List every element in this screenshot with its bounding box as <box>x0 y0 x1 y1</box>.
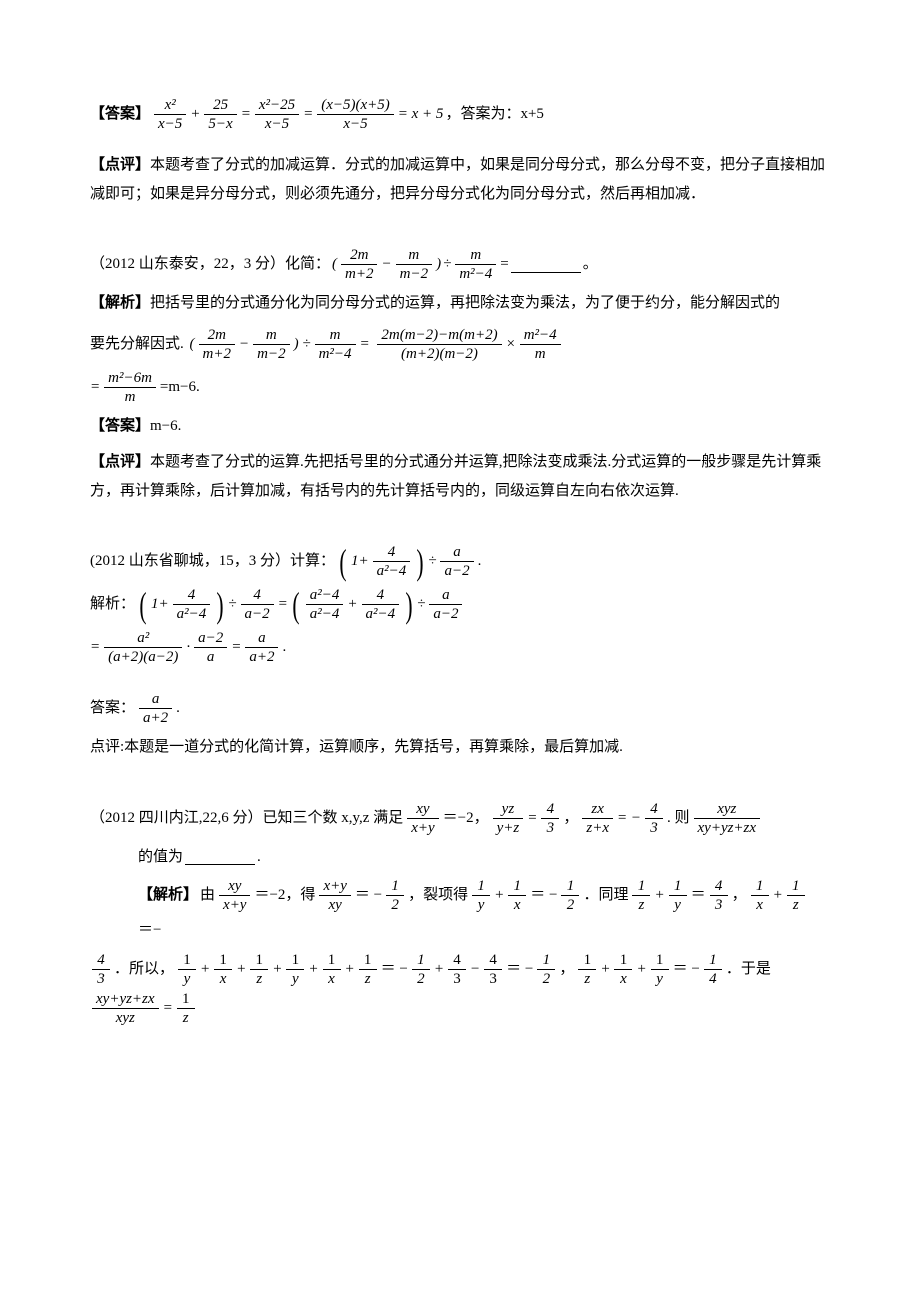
p2-statement: （2012 山东泰安，22，3 分）化简： ( 2mm+2 − mm−2 ) ÷… <box>90 246 830 283</box>
p2-work-1: 要先分解因式. ( 2mm+2 − mm−2 ) ÷ mm²−4 = 2m(m−… <box>90 326 830 363</box>
p3-answer: 答案： aa+2 . <box>90 690 830 727</box>
p2-analysis: 【解析】把括号里的分式通分化为同分母分式的运算，再把除法变为乘法，为了便于约分，… <box>90 289 830 318</box>
frac: x²x−5 <box>154 96 186 133</box>
p1-tail: ，答案为：x+5 <box>445 100 543 129</box>
p2-work-2: = m²−6mm =m−6. <box>90 369 830 406</box>
document-page: 【答案】 x²x−5 + 255−x = x²−25x−5 = (x−5)(x+… <box>0 0 920 1073</box>
frac: mm−2 <box>396 246 432 283</box>
p3-comment: 点评:本题是一道分式的化简计算，运算顺序，先算括号，再算乘除，最后算加减. <box>90 733 830 762</box>
comment-label: 【点评】 <box>90 157 150 173</box>
p2-answer: 【答案】m−6. <box>90 412 830 441</box>
analysis-label: 【解析】 <box>90 295 150 311</box>
p4-analysis-1: 【解析】 由 xyx+y ＝−2，得 x+yxy ＝ − 12 ，裂项得 1y … <box>90 877 830 945</box>
p2-comment: 【点评】本题考查了分式的运算.先把括号里的分式通分并运算,把除法变成乘法.分式运… <box>90 448 830 505</box>
p3-work-1: 解析： ( 1+ 4a²−4 ) ÷ 4a−2 = ( a²−4a²−4 + 4… <box>90 586 830 623</box>
p4-statement-2: 的值为 . <box>90 843 830 872</box>
p1-comment: 【点评】本题考查了分式的加减运算．分式的加减运算中，如果是同分母分式，那么分母不… <box>90 151 830 208</box>
fill-blank <box>511 257 581 273</box>
fill-blank <box>185 849 255 865</box>
frac: 255−x <box>204 96 236 133</box>
p1-answer-line: 【答案】 x²x−5 + 255−x = x²−25x−5 = (x−5)(x+… <box>90 96 830 133</box>
frac: x²−25x−5 <box>255 96 299 133</box>
p4-analysis-2: 43 ．所以， 1y + 1x + 1z + 1y + 1x + 1z ＝ − … <box>90 951 830 1027</box>
frac: 2mm+2 <box>341 246 377 283</box>
answer-label: 【答案】 <box>90 100 150 129</box>
p3-statement: (2012 山东省聊城，15，3 分）计算： ( 1+ 4a²−4 ) ÷ aa… <box>90 543 830 580</box>
frac: (x−5)(x+5)x−5 <box>317 96 394 133</box>
frac: mm²−4 <box>455 246 496 283</box>
p4-statement: （2012 四川内江,22,6 分）已知三个数 x,y,z 满足 xyx+y ＝… <box>90 800 830 837</box>
p3-work-2: = a²(a+2)(a−2) · a−2a = aa+2 . <box>90 629 830 666</box>
p1-result: = x + 5 <box>398 100 444 129</box>
